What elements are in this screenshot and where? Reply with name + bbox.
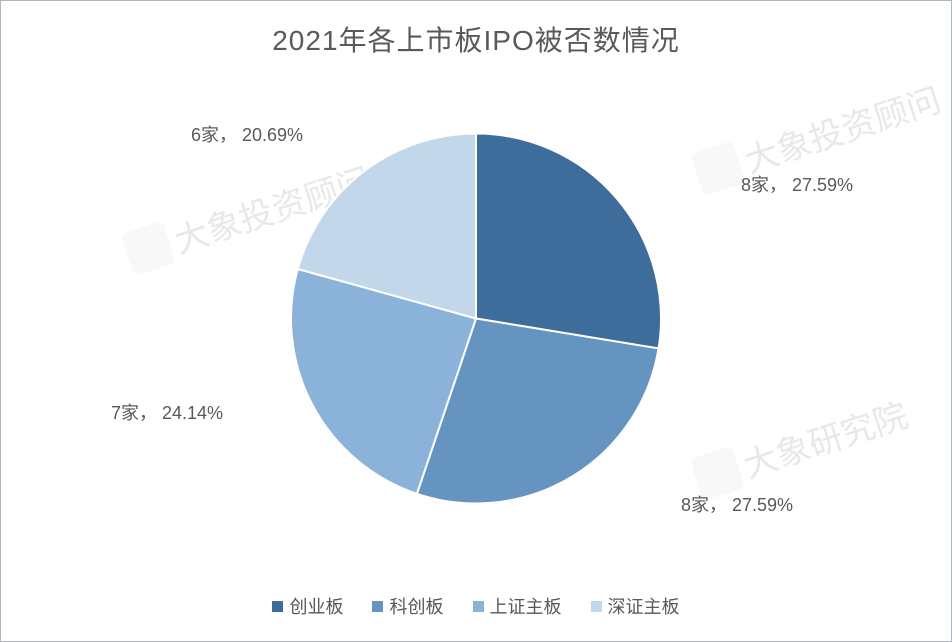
legend-item-2: 上证主板	[473, 593, 562, 619]
chart-container: 2021年各上市板IPO被否数情况 大象投资顾问 大象投资顾问 大象研究院 8家…	[0, 0, 952, 642]
watermark-3: 大象研究院	[689, 388, 913, 503]
legend: 创业板 科创板 上证主板 深证主板	[1, 593, 951, 619]
legend-text: 创业板	[289, 593, 343, 619]
slice-label-3: 6家， 20.69%	[191, 121, 303, 147]
legend-swatch	[591, 601, 602, 612]
legend-item-1: 科创板	[372, 593, 443, 619]
legend-text: 科创板	[389, 593, 443, 619]
watermark-text: 大象研究院	[736, 388, 913, 487]
legend-swatch	[372, 601, 383, 612]
legend-item-0: 创业板	[272, 593, 343, 619]
slice-label-2: 7家， 24.14%	[111, 399, 223, 425]
slice-label-1: 8家， 27.59%	[681, 491, 793, 517]
watermark-icon	[120, 220, 175, 275]
legend-swatch	[272, 601, 283, 612]
legend-item-3: 深证主板	[591, 593, 680, 619]
chart-title: 2021年各上市板IPO被否数情况	[1, 19, 951, 59]
watermark-icon	[690, 140, 745, 195]
legend-text: 上证主板	[490, 593, 562, 619]
legend-swatch	[473, 601, 484, 612]
pie-slice	[476, 134, 661, 349]
legend-text: 深证主板	[608, 593, 680, 619]
slice-label-0: 8家， 27.59%	[741, 171, 853, 197]
watermark-text: 大象投资顾问	[737, 73, 946, 183]
pie-chart	[286, 129, 666, 514]
